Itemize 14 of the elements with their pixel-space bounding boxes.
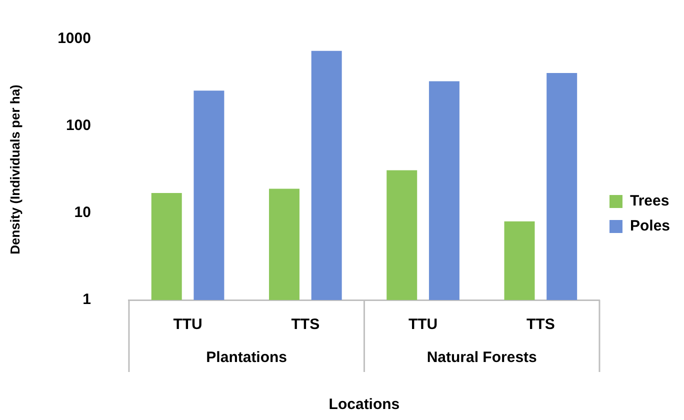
x-tick-label: TTS <box>291 316 320 334</box>
x-axis-title: Locations <box>328 396 400 414</box>
y-axis-title: Density (Individuals per ha) <box>7 84 22 254</box>
legend-label: Poles <box>630 218 670 235</box>
legend-label: Trees <box>630 192 670 210</box>
y-tick-label: 1 <box>82 291 91 308</box>
x-tick-label: TTS <box>526 316 555 334</box>
x-tick-label: TTU <box>173 316 202 334</box>
text: Plantations <box>206 349 288 366</box>
y-tick-label: 100 <box>66 117 91 134</box>
x-tick-label: TTU <box>408 316 438 334</box>
y-tick-label: 1000 <box>58 30 91 48</box>
y-tick-label: 10 <box>74 204 91 222</box>
text: Natural Forests <box>426 349 537 366</box>
